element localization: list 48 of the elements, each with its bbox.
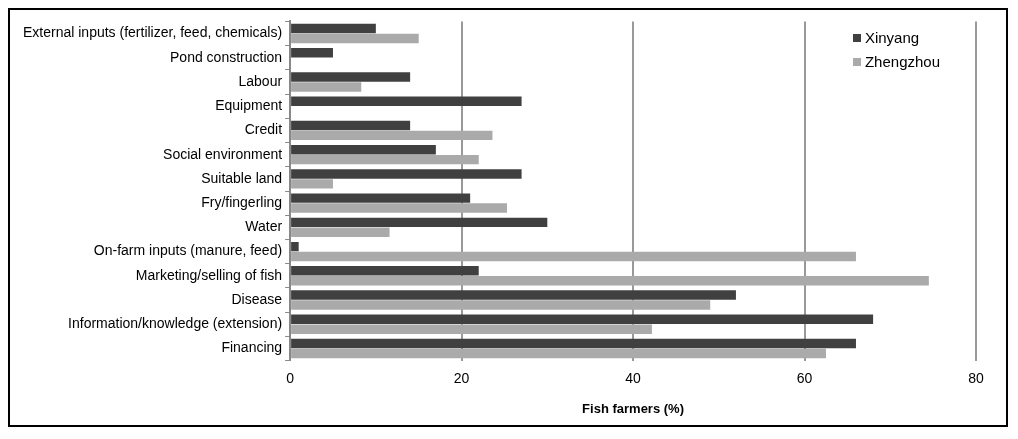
bar (291, 130, 493, 141)
x-tick-label: 20 (453, 369, 470, 386)
bar (291, 179, 333, 189)
x-tick-label: 80 (968, 369, 984, 386)
y-tick-label: On-farm inputs (manure, feed) (93, 242, 283, 259)
bar (291, 300, 711, 310)
bar (291, 193, 471, 203)
bar (291, 48, 333, 58)
bar (291, 203, 508, 213)
y-tick-label: Labour (238, 72, 283, 89)
bar (291, 251, 856, 262)
y-tick-label: Equipment (215, 97, 283, 114)
bar (291, 276, 929, 286)
bar (291, 324, 652, 334)
y-tick-label: Financing (221, 339, 283, 356)
y-tick-label: Disease (231, 290, 283, 307)
x-tick-label: 0 (286, 369, 295, 386)
bar (291, 217, 548, 228)
x-tick-label: 60 (796, 369, 813, 386)
bar (291, 290, 736, 300)
bar (291, 338, 856, 349)
bar (291, 144, 436, 155)
y-tick-label: Pond construction (170, 48, 283, 65)
bar (291, 348, 826, 359)
y-tick-label: Water (245, 218, 283, 235)
y-tick-label: Social environment (163, 145, 283, 162)
bar (291, 227, 390, 238)
y-tick-label: Fry/fingerling (201, 193, 283, 210)
x-tick-label: 40 (625, 369, 642, 386)
x-axis-title: Fish farmers (%) (582, 400, 684, 416)
y-tick-label: External inputs (fertilizer, feed, chemicals) (22, 24, 283, 41)
y-tick-label: Information/knowledge (extension) (68, 315, 283, 332)
bar (291, 96, 522, 106)
bar (291, 266, 479, 276)
y-tick-label: Credit (244, 121, 283, 138)
legend-label: Zhengzhou (864, 52, 940, 72)
bar (291, 33, 419, 44)
bar (291, 72, 411, 82)
bar (291, 314, 874, 325)
bar (291, 120, 411, 131)
bar (291, 23, 376, 34)
y-tick-label: Suitable land (201, 169, 283, 186)
bar (291, 169, 522, 179)
y-tick-label: Marketing/selling of fish (135, 266, 283, 283)
bar (291, 82, 362, 92)
bar (291, 154, 479, 165)
legend-label: Xinyang (864, 28, 920, 48)
bar (291, 241, 299, 252)
